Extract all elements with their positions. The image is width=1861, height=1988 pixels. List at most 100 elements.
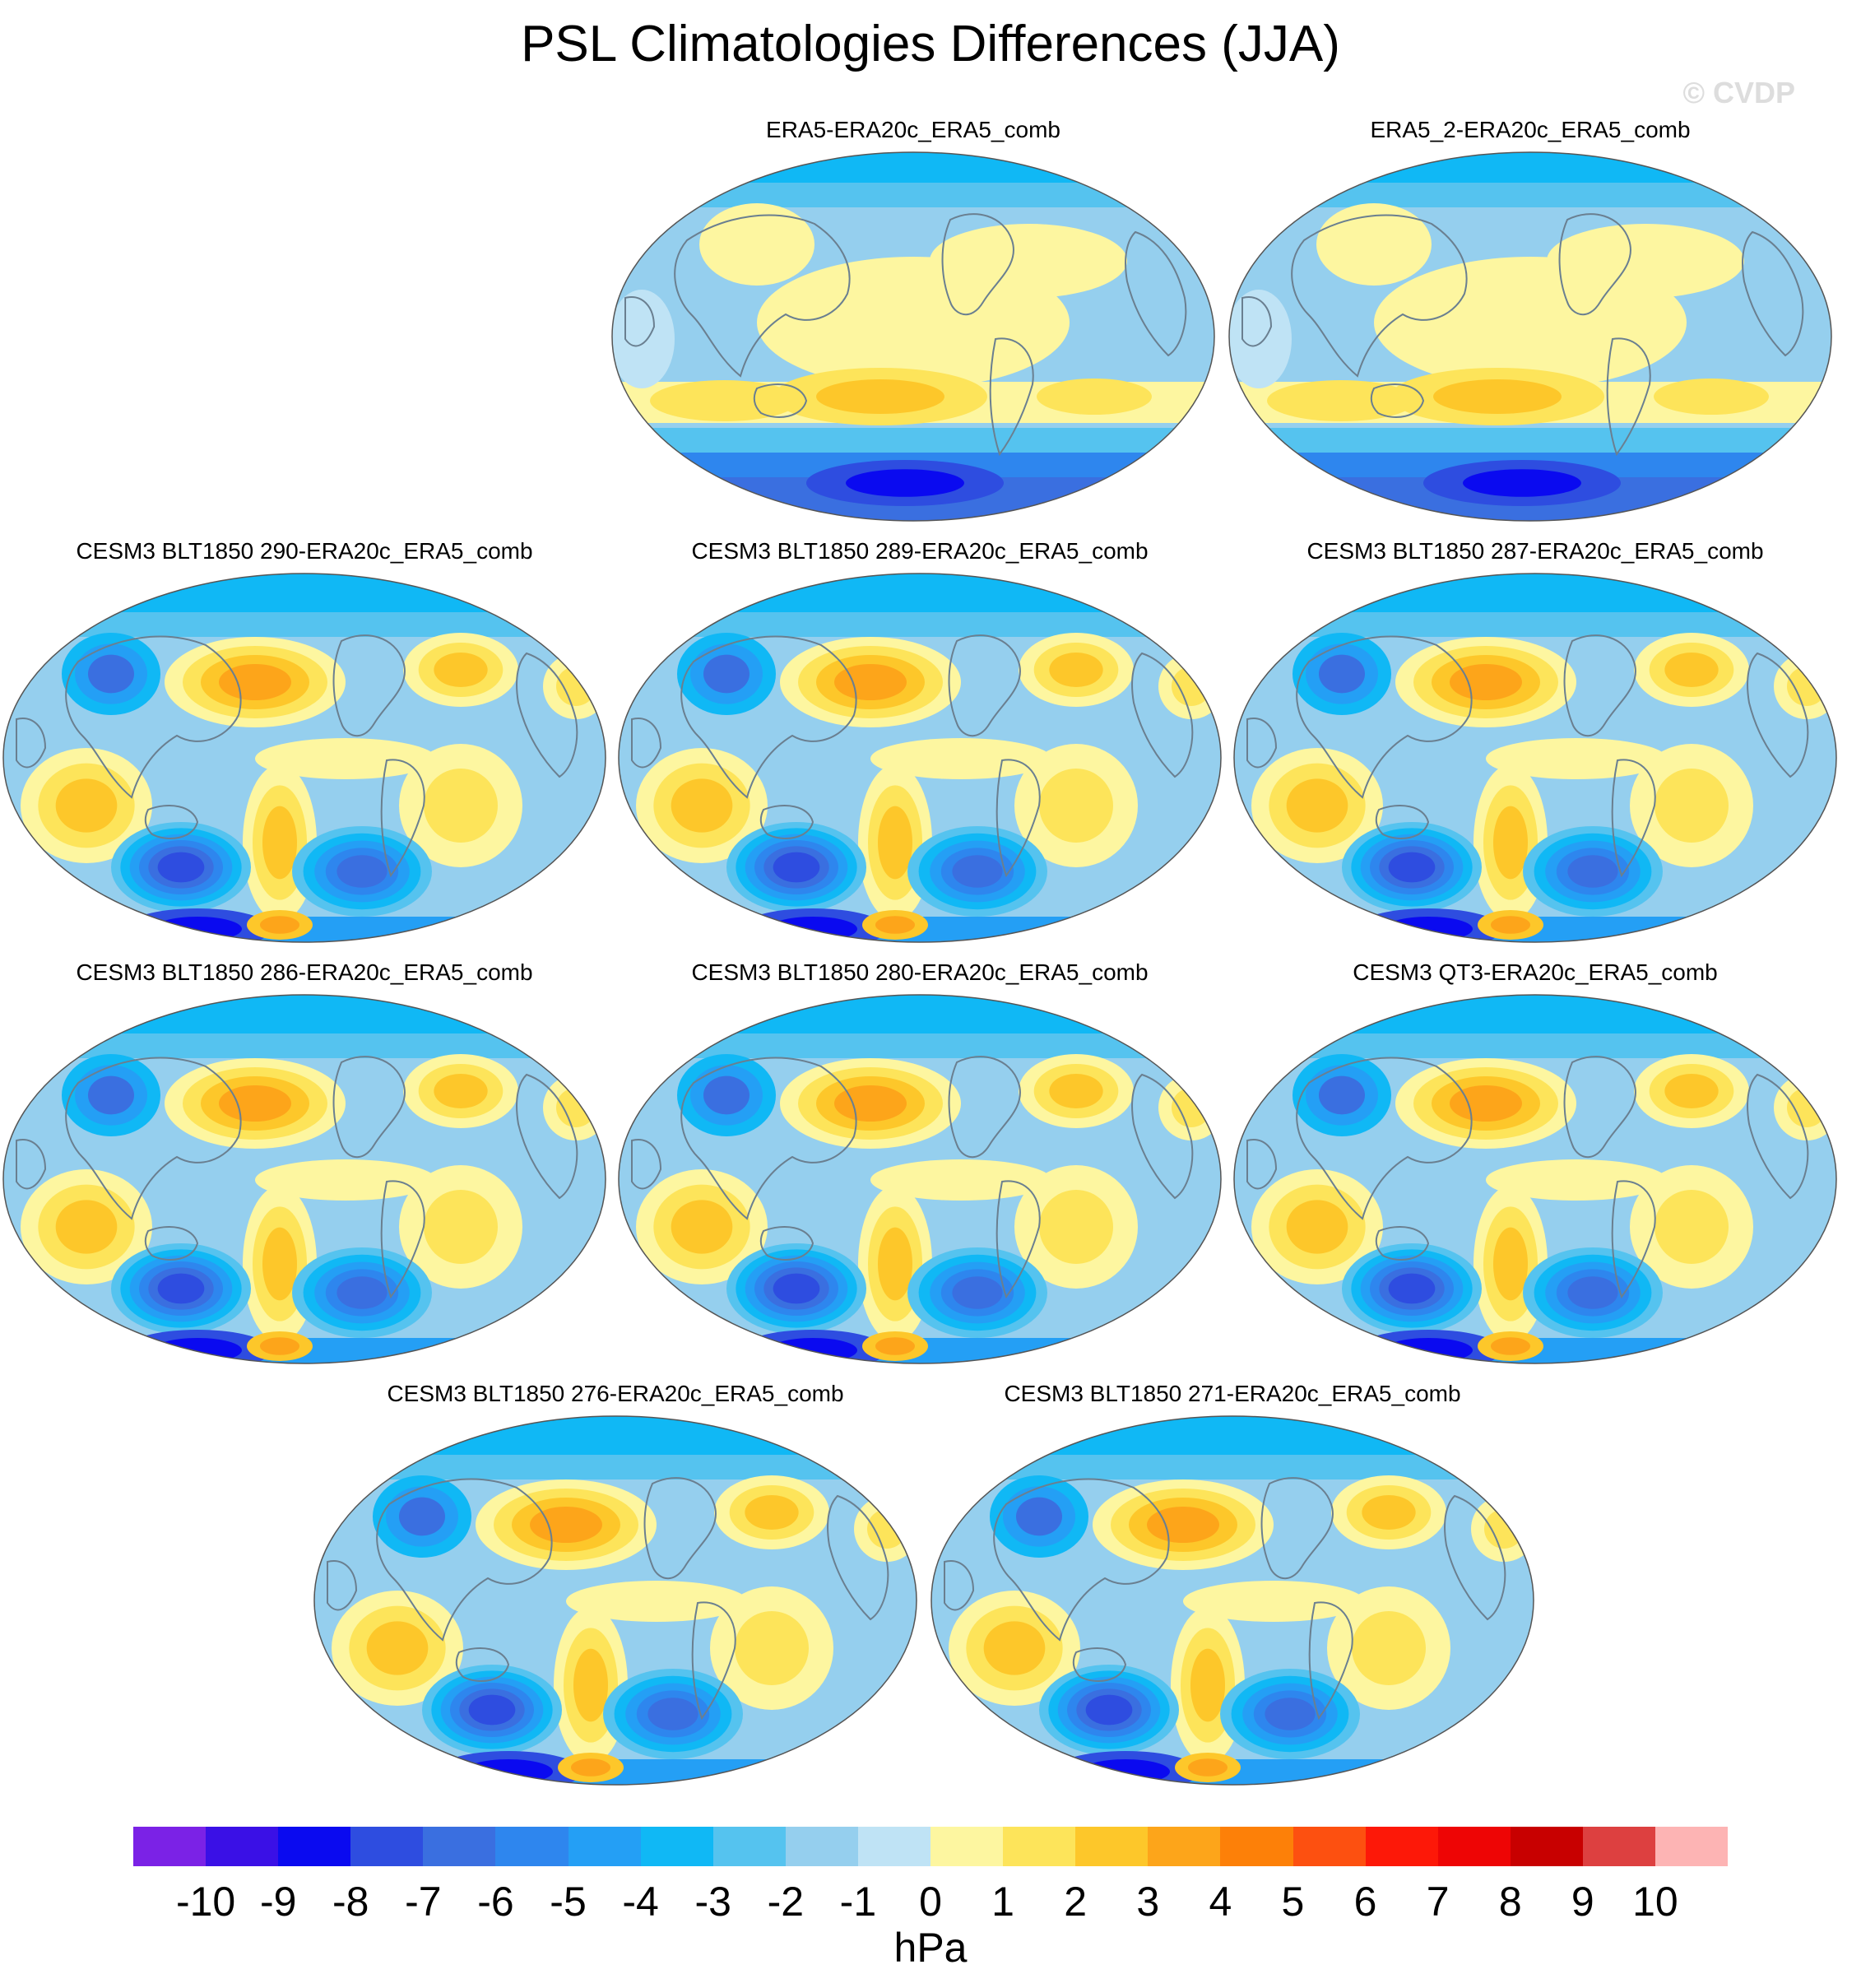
colorbar-swatch <box>1654 1827 1729 1866</box>
southern-ocean-negative <box>773 852 820 883</box>
map-panel: CESM3 BLT1850 287-ERA20c_ERA5_comb <box>1231 538 1840 954</box>
arctic-band <box>1234 612 1836 637</box>
map-plot <box>618 994 1222 1364</box>
arctic-band <box>619 995 1221 1033</box>
coastline <box>1558 213 1631 316</box>
south-atlantic-positive <box>1654 769 1729 843</box>
colorbar-swatch <box>930 1827 1004 1866</box>
colorbar-swatch <box>568 1827 641 1866</box>
asia-negative <box>703 1075 750 1115</box>
coastline <box>1241 296 1273 347</box>
colorbar-labels: -10 -9 -8 -7 -6 -5 -4 -3 -2 -1 0 1 2 3 4 5 6 7 8 9 10 <box>133 1878 1728 1927</box>
north-pacific-high-positive <box>834 1085 907 1122</box>
southern-atlantic-positive <box>1654 379 1769 415</box>
colorbar-swatch <box>1075 1827 1149 1866</box>
north-pacific-high-positive <box>1147 1507 1219 1543</box>
antarctic-negative <box>846 469 964 497</box>
southern-negative-band <box>1229 428 1831 453</box>
coastline <box>1296 1057 1473 1220</box>
coastline <box>516 652 578 778</box>
antarctic-negative <box>768 917 857 941</box>
coastline <box>1375 1226 1430 1261</box>
colorbar-swatch <box>423 1827 496 1866</box>
arctic-band <box>1229 152 1831 183</box>
coastline <box>1611 1180 1656 1299</box>
coastline <box>948 1056 1021 1159</box>
south-pacific-positive <box>573 1648 608 1722</box>
south-atlantic-positive <box>1352 1611 1426 1685</box>
southern-ocean-negative <box>1265 1698 1316 1730</box>
arctic-band <box>931 1416 1534 1455</box>
map-field <box>1234 574 1836 942</box>
coastline <box>948 634 1021 737</box>
colorbar-swatch <box>1365 1827 1438 1866</box>
south-atlantic-positive <box>1039 769 1113 843</box>
antarctic-positive-patch <box>571 1758 610 1777</box>
antarctic-positive-patch <box>875 1337 915 1355</box>
antarctic-positive-patch <box>1188 1758 1228 1777</box>
coastline <box>993 1478 1170 1642</box>
map-plot <box>1233 994 1837 1364</box>
tropical-pacific-positive <box>255 738 436 779</box>
tropical-pacific-positive <box>566 1581 747 1622</box>
antarctic-positive-patch <box>260 1337 299 1355</box>
southern-ocean-positive <box>816 379 944 414</box>
coastline <box>624 296 656 347</box>
coastline <box>674 214 851 378</box>
arctic-band <box>931 1455 1534 1479</box>
southern-ocean-positive <box>1433 379 1562 414</box>
map-plot <box>611 151 1215 522</box>
tropical-pacific-positive <box>870 738 1051 779</box>
arctic-band <box>619 574 1221 612</box>
antarctic-positive-patch <box>875 916 915 934</box>
coastline <box>1131 652 1194 778</box>
coastline <box>759 1226 814 1261</box>
arctic-band <box>314 1455 917 1479</box>
map-panel: ERA5_2-ERA20c_ERA5_comb <box>1226 117 1835 532</box>
south-pacific-positive <box>1190 1648 1225 1722</box>
north-atlantic-positive <box>434 653 488 687</box>
coastline <box>995 1180 1041 1299</box>
arctic-band <box>1234 995 1836 1033</box>
coastline <box>144 805 199 839</box>
coastline <box>65 635 242 799</box>
colorbar-tick-label: -7 <box>405 1879 442 1925</box>
north-atlantic-positive <box>1362 1495 1416 1530</box>
coastline <box>941 213 1014 316</box>
antarctic-negative <box>153 1338 242 1363</box>
copyright-watermark: © CVDP <box>1682 76 1795 109</box>
south-pacific-positive <box>878 1227 912 1301</box>
antarctic-negative <box>464 1759 553 1784</box>
coastline <box>1747 1073 1809 1200</box>
north-pacific-positive <box>930 224 1127 298</box>
asia-negative <box>399 1497 445 1536</box>
north-atlantic-positive <box>1664 653 1719 687</box>
coastline <box>332 634 406 737</box>
north-pacific-high-positive <box>219 664 291 700</box>
arctic-band <box>619 612 1221 637</box>
colorbar-swatch <box>278 1827 351 1866</box>
south-indian-positive <box>983 1621 1046 1675</box>
map-panel: CESM3 BLT1850 289-ERA20c_ERA5_comb <box>615 538 1224 954</box>
asia-negative <box>703 654 750 694</box>
colorbar-tick-label: 10 <box>1632 1879 1678 1925</box>
map-border <box>2 573 606 943</box>
panel-title: CESM3 BLT1850 289-ERA20c_ERA5_comb <box>691 538 1149 564</box>
north-pacific-high-positive <box>1450 1085 1522 1122</box>
coastline <box>332 1056 406 1159</box>
southern-ocean-negative <box>1567 1276 1618 1309</box>
map-plot <box>2 573 606 943</box>
coastline <box>1260 1477 1334 1580</box>
colorbar-swatch <box>712 1827 786 1866</box>
south-indian-positive <box>1286 1200 1348 1254</box>
southern-ocean-negative <box>157 852 205 883</box>
north-pacific-high-positive <box>219 1085 291 1122</box>
coastline <box>1444 1494 1506 1621</box>
coastline <box>944 1560 975 1611</box>
coastline <box>995 759 1041 878</box>
colorbar-swatch <box>1582 1827 1655 1866</box>
map-field <box>3 574 606 942</box>
map-plot <box>618 573 1222 943</box>
coastline <box>753 383 808 418</box>
southern-ocean-negative <box>157 1273 205 1304</box>
